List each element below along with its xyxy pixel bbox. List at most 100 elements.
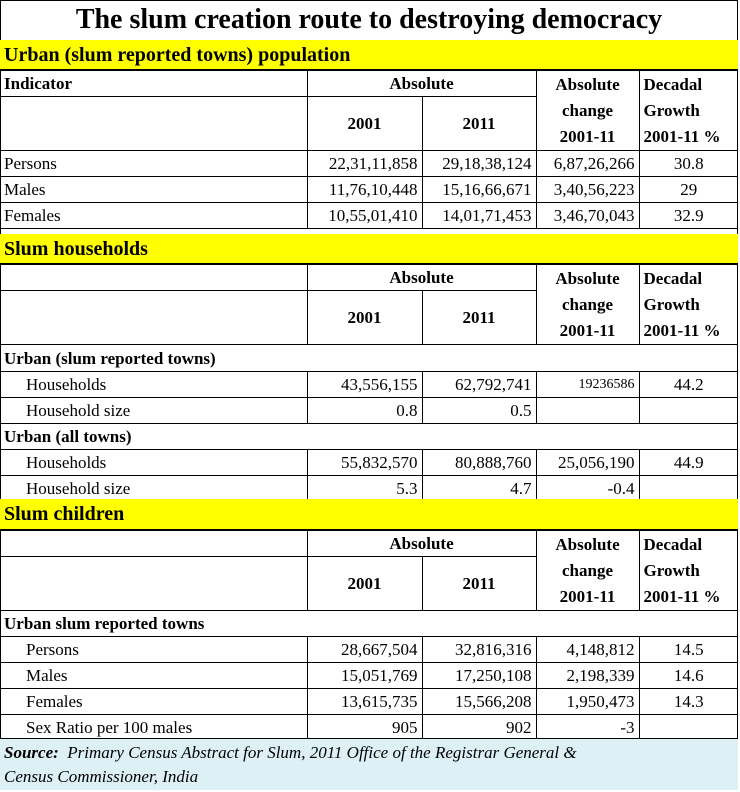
cell-2011: 17,250,108 (421, 662, 537, 689)
source-line1: Source: Primary Census Abstract for Slum… (4, 741, 734, 765)
cell-2001: 11,76,10,448 (306, 176, 423, 203)
cell-change: -0.4 (535, 475, 640, 502)
header-year-2001: 2001 (306, 290, 423, 345)
table-row: Persons 22,31,11,858 29,18,38,124 6,87,2… (0, 150, 739, 177)
header-change-line3: 2001-11 (559, 126, 616, 146)
cell-2011: 80,888,760 (421, 449, 537, 476)
header-growth-line1: Decadal (643, 268, 703, 288)
header-change-line3: 2001-11 (559, 320, 616, 340)
cell-2001: 0.8 (306, 397, 423, 424)
header-blank (0, 556, 308, 611)
cell-2001: 13,615,735 (306, 688, 423, 715)
row-label: Household size (0, 397, 308, 424)
cell-2011: 14,01,71,453 (421, 202, 537, 229)
cell-change: 25,056,190 (535, 449, 640, 476)
header-absolute: Absolute (306, 264, 537, 291)
cell-2011: 15,16,66,671 (421, 176, 537, 203)
source-label: Source: (4, 743, 59, 762)
cell-2011: 62,792,741 (421, 371, 537, 398)
section-heading-households: Slum households (0, 234, 738, 264)
table-row: Males 15,051,769 17,250,108 2,198,339 14… (0, 662, 739, 689)
row-label: Persons (0, 150, 308, 177)
cell-2001: 43,556,155 (306, 371, 423, 398)
header-change-line1: Absolute (555, 268, 620, 288)
header-absolute: Absolute (306, 70, 537, 97)
header-growth-line3: 2001-11 % (643, 586, 721, 606)
cell-change: 3,46,70,043 (535, 202, 640, 229)
header-year-2001: 2001 (306, 96, 423, 151)
header-blank (0, 96, 308, 151)
row-label: Households (0, 371, 308, 398)
urban-population-table: Indicator Absolute Absolute change 2001-… (0, 70, 739, 229)
section-heading-children: Slum children (0, 499, 738, 530)
row-label: Household size (0, 475, 308, 502)
cell-2001: 28,667,504 (306, 636, 423, 663)
row-label: Persons (0, 636, 308, 663)
header-absolute-change: Absolute change 2001-11 (535, 70, 640, 151)
header-absolute-change: Absolute change 2001-11 (535, 264, 640, 345)
cell-growth: 32.9 (638, 202, 739, 229)
slum-children-table: Absolute Absolute change 2001-11 Decadal… (0, 530, 739, 741)
cell-growth: 14.3 (638, 688, 739, 715)
header-growth-line3: 2001-11 % (643, 126, 721, 146)
cell-growth: 30.8 (638, 150, 739, 177)
cell-growth: 44.2 (638, 371, 739, 398)
cell-2011: 32,816,316 (421, 636, 537, 663)
row-label: Households (0, 449, 308, 476)
group-label-slum-towns: Urban slum reported towns (0, 610, 739, 637)
header-growth-line1: Decadal (643, 534, 703, 554)
table-row: Sex Ratio per 100 males 905 902 -3 (0, 714, 739, 741)
header-year-2011: 2011 (421, 556, 537, 611)
cell-2001: 55,832,570 (306, 449, 423, 476)
header-year-2001: 2001 (306, 556, 423, 611)
header-change-line2: change (562, 560, 614, 580)
source-line2: Census Commissioner, India (4, 767, 199, 786)
slum-households-table: Absolute Absolute change 2001-11 Decadal… (0, 264, 739, 502)
cell-growth: 14.5 (638, 636, 739, 663)
cell-change (535, 397, 640, 424)
cell-change: -3 (535, 714, 640, 741)
table-row: Household size 0.8 0.5 (0, 397, 739, 424)
cell-change: 2,198,339 (535, 662, 640, 689)
row-label: Males (0, 662, 308, 689)
header-blank (0, 530, 308, 557)
cell-2001: 5.3 (306, 475, 423, 502)
cell-change: 6,87,26,266 (535, 150, 640, 177)
cell-growth (638, 475, 739, 502)
source-note: Source: Primary Census Abstract for Slum… (0, 738, 738, 790)
page-title: The slum creation route to destroying de… (0, 0, 738, 41)
cell-2001: 22,31,11,858 (306, 150, 423, 177)
cell-change: 19236586 (535, 371, 640, 398)
cell-growth: 29 (638, 176, 739, 203)
header-growth-line2: Growth (643, 294, 700, 314)
table-row: Males 11,76,10,448 15,16,66,671 3,40,56,… (0, 176, 739, 203)
group-label-all-towns: Urban (all towns) (0, 423, 739, 450)
cell-change: 3,40,56,223 (535, 176, 640, 203)
header-absolute: Absolute (306, 530, 537, 557)
header-growth-line2: Growth (643, 100, 700, 120)
cell-2001: 10,55,01,410 (306, 202, 423, 229)
cell-growth: 44.9 (638, 449, 739, 476)
cell-change: 1,950,473 (535, 688, 640, 715)
cell-change: 4,148,812 (535, 636, 640, 663)
header-blank (0, 290, 308, 345)
cell-2011: 902 (421, 714, 537, 741)
header-year-2011: 2011 (421, 290, 537, 345)
group-label-slum-towns: Urban (slum reported towns) (0, 344, 739, 372)
header-change-line2: change (562, 294, 614, 314)
cell-2001: 905 (306, 714, 423, 741)
cell-2001: 15,051,769 (306, 662, 423, 689)
row-label: Females (0, 202, 308, 229)
table-row: Females 10,55,01,410 14,01,71,453 3,46,7… (0, 202, 739, 229)
header-blank (0, 264, 308, 291)
table-row: Persons 28,667,504 32,816,316 4,148,812 … (0, 636, 739, 663)
header-decadal-growth: Decadal Growth 2001-11 % (638, 70, 739, 151)
table-row: Household size 5.3 4.7 -0.4 (0, 475, 739, 502)
table-row: Households 55,832,570 80,888,760 25,056,… (0, 449, 739, 476)
cell-growth (638, 714, 739, 741)
cell-2011: 29,18,38,124 (421, 150, 537, 177)
row-label: Sex Ratio per 100 males (0, 714, 308, 741)
header-growth-line1: Decadal (643, 74, 703, 94)
section-heading-urban: Urban (slum reported towns) population (0, 40, 738, 70)
cell-growth: 14.6 (638, 662, 739, 689)
